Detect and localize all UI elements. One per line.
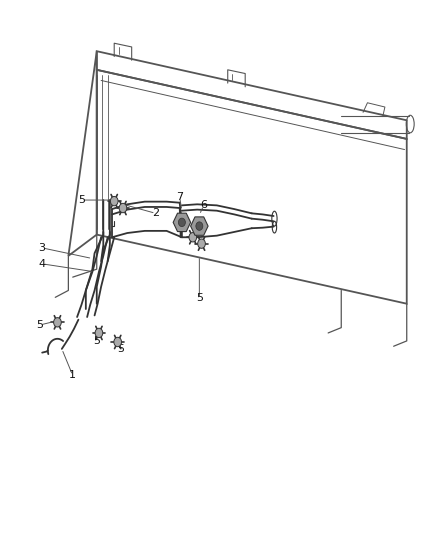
Text: 5: 5 (93, 336, 100, 346)
Text: 2: 2 (152, 208, 159, 219)
Text: 7: 7 (176, 192, 183, 203)
Text: 5: 5 (196, 293, 203, 303)
Text: 6: 6 (200, 200, 207, 211)
Text: 1: 1 (69, 370, 76, 381)
Circle shape (198, 239, 205, 248)
Text: 5: 5 (78, 195, 85, 205)
Polygon shape (173, 213, 191, 231)
Circle shape (119, 204, 127, 213)
Text: 4: 4 (39, 259, 46, 269)
Circle shape (178, 218, 185, 227)
Circle shape (196, 222, 203, 230)
Polygon shape (191, 217, 208, 235)
Text: 5: 5 (36, 320, 43, 330)
Circle shape (95, 328, 103, 337)
Text: 5: 5 (117, 344, 124, 354)
Circle shape (114, 337, 122, 346)
Text: 3: 3 (39, 243, 46, 253)
Circle shape (189, 232, 197, 242)
Circle shape (53, 318, 61, 327)
Circle shape (110, 197, 118, 206)
